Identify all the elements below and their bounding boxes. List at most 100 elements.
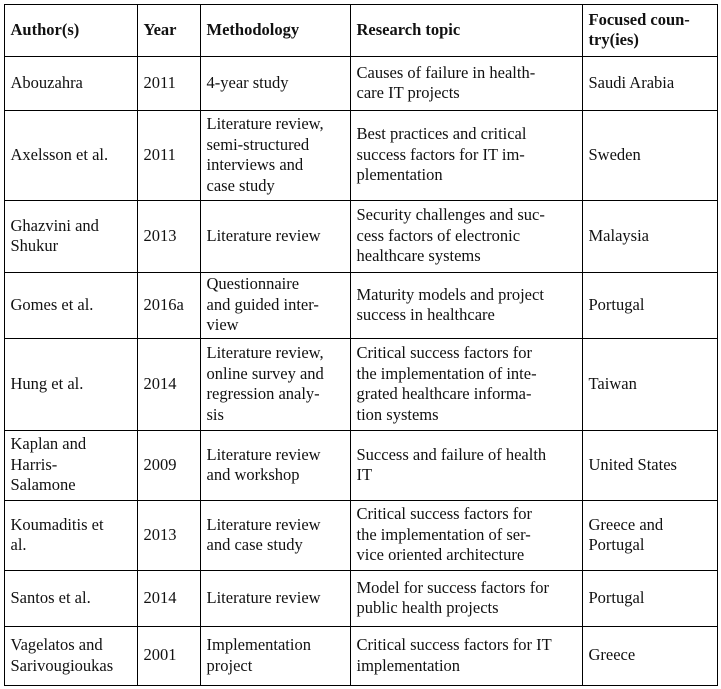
table-cell: Portugal (581, 271, 718, 339)
cell-text: Critical success factors for (356, 343, 532, 362)
table-cell: Model for success factors for public heal… (349, 569, 583, 627)
cell-text: public health projects (356, 598, 499, 617)
table-cell: 4-year study (199, 55, 351, 111)
table-cell: Axelsson et al. (3, 109, 138, 201)
cell-text: 2014 (143, 587, 177, 607)
table-cell: Causes of failure in health-care IT proj… (349, 55, 583, 111)
cell-text: semi-structured (206, 134, 310, 154)
cell-text: Kaplan and (10, 434, 87, 454)
cell-text: Implementation (206, 635, 311, 654)
table-cell: Hung et al. (3, 337, 138, 431)
cell-text: Hung et al. (10, 373, 84, 393)
cell-text: Sweden (588, 144, 641, 164)
cell-text: plementation (356, 165, 443, 185)
table-cell: Literature review and workshop (199, 429, 351, 501)
cell-text: Literature review (206, 444, 321, 464)
cell-text: 2011 (143, 144, 176, 164)
cell-text: Koumaditis et (10, 514, 104, 534)
cell-text: IT (356, 465, 373, 484)
cell-text: Portugal (588, 294, 645, 314)
cell-text: Santos et al. (10, 587, 91, 607)
cell-text: 2001 (143, 645, 177, 665)
cell-text: regression analy- (206, 384, 320, 403)
cell-text: Research topic (356, 19, 461, 39)
cell-text: Shukur (10, 236, 59, 255)
cell-text: 2016a (143, 294, 184, 314)
cell-text: Salamone (10, 475, 76, 495)
cell-text: Portugal (588, 587, 645, 607)
table-cell: 2011 (136, 109, 201, 201)
cell-text: Literature review, (206, 114, 324, 133)
cell-text: Success and failure of health (356, 444, 547, 464)
cell-text: Saudi Arabia (588, 72, 675, 92)
table-cell: Critical success factors for IT implement… (349, 625, 583, 686)
cell-text: 2009 (143, 454, 177, 474)
cell-text: Maturity models and project (356, 284, 544, 304)
table-cell: Security challenges and suc-cess factors… (349, 199, 583, 273)
table-cell: Portugal (581, 569, 718, 627)
cell-text: case study (206, 175, 275, 195)
table-cell: United States (581, 429, 718, 501)
table-cell: 2016a (136, 271, 201, 339)
table-cell: Best practices and critical success facto… (349, 109, 583, 201)
cell-text: al. (10, 535, 27, 554)
header-cell: Research topic (349, 3, 583, 57)
table-cell: Critical success factors for the implemen… (349, 337, 583, 431)
table-cell: Literature review and case study (199, 499, 351, 571)
table-cell: Taiwan (581, 337, 718, 431)
cell-text: Sarivougioukas (10, 655, 114, 675)
table-cell: 2014 (136, 569, 201, 627)
cell-text: tion systems (356, 404, 439, 424)
cell-text: Model for success factors for (356, 577, 549, 597)
cell-text: Malaysia (588, 225, 649, 245)
cell-text: and workshop (206, 465, 300, 484)
cell-text: project (206, 655, 253, 675)
table-cell: Literature review, online survey and regre… (199, 337, 351, 431)
table-cell: Koumaditis et al. (3, 499, 138, 571)
cell-text: Vagelatos and (10, 635, 103, 654)
cell-text: Greece (588, 645, 636, 665)
table-cell: Vagelatos and Sarivougioukas (3, 625, 138, 686)
cell-text: online survey and (206, 363, 324, 383)
table-cell: Malaysia (581, 199, 718, 273)
cell-text: Abouzahra (10, 72, 83, 92)
table-cell: Literature review (199, 569, 351, 627)
cell-text: the implementation of inte- (356, 363, 537, 383)
table-cell: Success and failure of health IT (349, 429, 583, 501)
table-cell: Implementation project (199, 625, 351, 686)
cell-text: Critical success factors for IT (356, 635, 552, 654)
table-cell: Greece and Portugal (581, 499, 718, 571)
cell-text: Ghazvini and (10, 215, 99, 235)
table-cell: Saudi Arabia (581, 55, 718, 111)
header-cell: Year (136, 3, 201, 57)
cell-text: 2014 (143, 373, 177, 393)
table-cell: Questionnaire and guided inter-view (199, 271, 351, 339)
cell-text: Critical success factors for (356, 504, 532, 524)
cell-text: Greece and (588, 514, 664, 534)
table-cell: 2013 (136, 499, 201, 571)
table-cell: Abouzahra (3, 55, 138, 111)
cell-text: Taiwan (588, 373, 637, 393)
table-cell: 2011 (136, 55, 201, 111)
cell-text: healthcare systems (356, 246, 481, 266)
cell-text: 4-year study (206, 72, 289, 92)
table-cell: 2009 (136, 429, 201, 501)
cell-text: Causes of failure in health- (356, 62, 536, 82)
table-cell: 2013 (136, 199, 201, 273)
cell-text: Harris- (10, 454, 58, 474)
cell-text: Axelsson et al. (10, 144, 109, 164)
cell-text: sis (206, 404, 224, 424)
table-cell: 2001 (136, 625, 201, 686)
table-cell: Sweden (581, 109, 718, 201)
cell-text: try(ies) (588, 30, 639, 49)
cell-text: cess factors of electronic (356, 225, 521, 245)
cell-text: implementation (356, 655, 461, 675)
cell-text: vice oriented architecture (356, 545, 525, 565)
header-cell: Focused coun-try(ies) (581, 3, 718, 57)
cell-text: Methodology (206, 19, 300, 39)
cell-text: Questionnaire (206, 274, 300, 294)
cell-text: success in healthcare (356, 305, 495, 324)
header-cell: Author(s) (3, 3, 138, 57)
cell-text: United States (588, 454, 677, 474)
